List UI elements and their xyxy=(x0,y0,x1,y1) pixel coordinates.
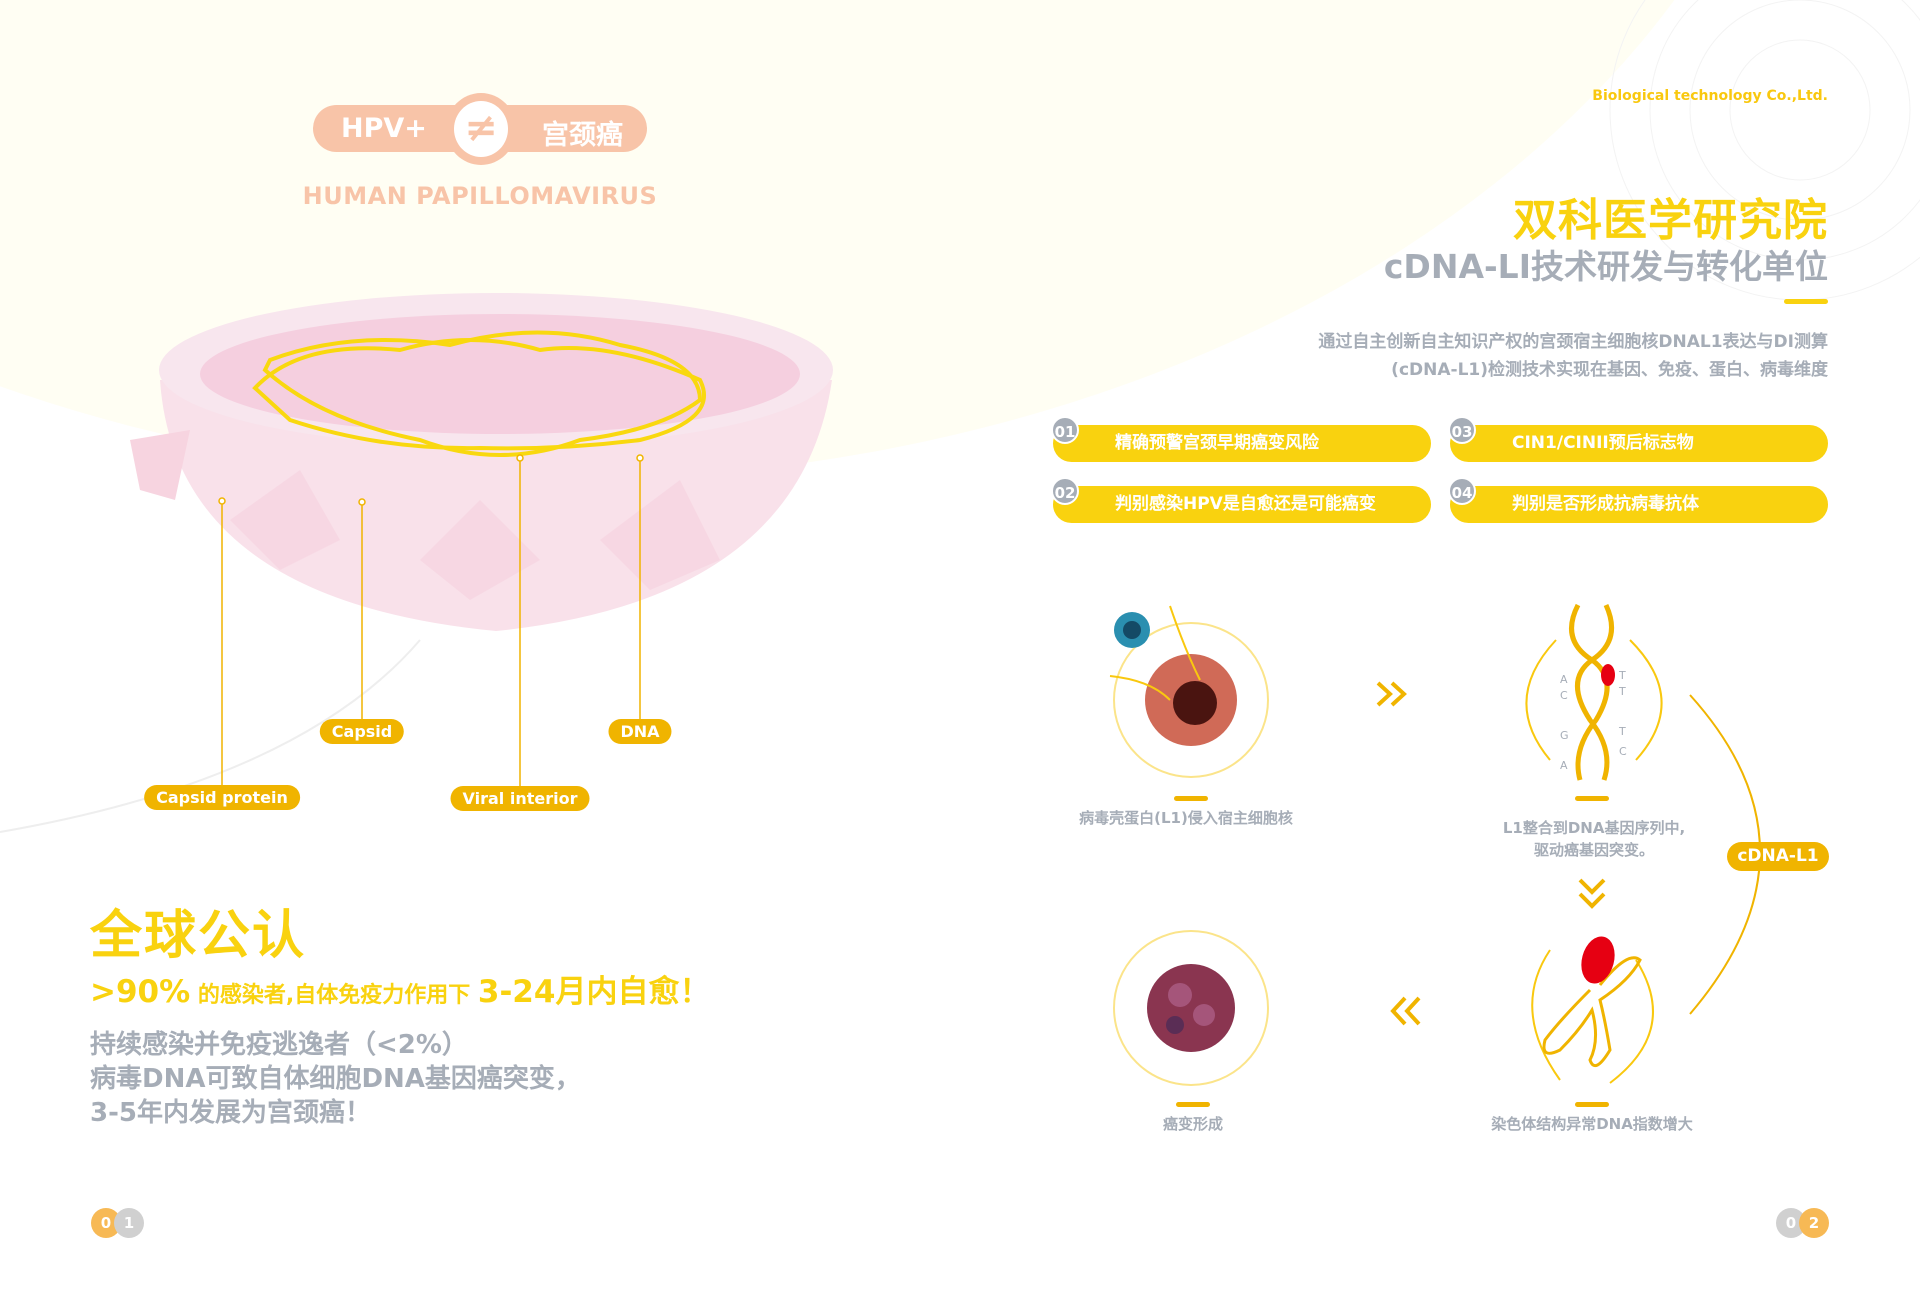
tumor-icon xyxy=(1147,964,1235,1052)
label-viral-interior: Viral interior xyxy=(450,786,590,811)
dna-bases-left: A C G A xyxy=(1560,673,1569,772)
feature-pill: 判别感染HPV是自愈还是可能癌变 xyxy=(1053,486,1431,523)
cervical-cancer-label: 宫颈癌 xyxy=(542,120,623,151)
stat-line: >90% 的感染者,自体免疫力作用下 3-24月内自愈！ xyxy=(90,966,710,1011)
dna-helix-icon xyxy=(1569,603,1615,781)
arrow-right-icon xyxy=(1376,681,1407,707)
institute-subtitle: cDNA-LI技术研发与转化单位 xyxy=(1383,247,1828,286)
step-caption-chromosome: 染色体结构异常DNA指数增大 xyxy=(1491,1115,1693,1133)
cdna-l1-badge: cDNA-L1 xyxy=(1727,842,1829,871)
caption-bar xyxy=(1575,796,1609,801)
stat-middle: 的感染者,自体免疫力作用下 xyxy=(190,983,478,1008)
body-line-3: 3-5年内发展为宫颈癌！ xyxy=(90,1098,371,1128)
body-line-1: 持续感染并免疫逃逸者（<2%） xyxy=(90,1030,468,1060)
label-capsid: Capsid xyxy=(319,719,405,744)
feature-number: 02 xyxy=(1051,477,1079,505)
arrow-left-icon xyxy=(1390,996,1421,1026)
feature-number: 01 xyxy=(1051,416,1079,444)
cell-circle xyxy=(1113,622,1269,778)
step-caption-integration: L1整合到DNA基因序列中, 驱动癌基因突变。 xyxy=(1502,819,1686,859)
tumor-circle xyxy=(1113,930,1269,1086)
body-line-2: 病毒DNA可致自体细胞DNA基因癌突变， xyxy=(90,1064,581,1094)
accent-bar xyxy=(1784,299,1828,304)
page-number-digit: 1 xyxy=(114,1208,144,1238)
label-leader-lines xyxy=(218,454,644,786)
arrow-down-icon xyxy=(1578,878,1606,909)
caption-bar xyxy=(1176,1102,1210,1107)
step-caption-infection: 病毒壳蛋白(L1)侵入宿主细胞核 xyxy=(1079,809,1293,827)
description-line-2: (cDNA-L1)检测技术实现在基因、免疫、蛋白、病毒维度 xyxy=(1391,360,1828,380)
not-equal-icon: ≠ xyxy=(446,93,516,165)
dna-bases-right: T T T C xyxy=(1619,669,1627,758)
chromosome-icon xyxy=(1542,956,1642,1068)
label-capsid-protein: Capsid protein xyxy=(144,785,300,810)
feature-number: 04 xyxy=(1448,477,1476,505)
hpv-label: HPV+ xyxy=(341,113,427,144)
virus-capsid-illustration xyxy=(130,293,833,631)
decorative-curve xyxy=(0,639,421,833)
step-caption-cancer: 癌变形成 xyxy=(1162,1115,1224,1133)
feature-pill: CIN1/CINII预后标志物 xyxy=(1450,425,1828,462)
stat-percent: >90% xyxy=(90,974,191,1010)
feature-number: 03 xyxy=(1448,416,1476,444)
company-name: Biological technology Co.,Ltd. xyxy=(1592,88,1828,104)
label-dna: DNA xyxy=(608,719,672,744)
institute-title: 双科医学研究院 xyxy=(1513,195,1828,246)
feature-pill: 精确预警宫颈早期癌变风险 xyxy=(1053,425,1431,462)
section-heading: 全球公认 xyxy=(90,906,307,966)
process-diagram xyxy=(1109,603,1761,1086)
stat-period: 3-24月内自愈！ xyxy=(477,974,711,1010)
description-line-1: 通过自主创新自主知识产权的宫颈宿主细胞核DNAL1表达与DI测算 xyxy=(1318,332,1828,352)
virus-icon xyxy=(1114,612,1150,648)
hpv-subtitle: HUMAN PAPILLOMAVIRUS xyxy=(302,182,658,210)
caption-bar xyxy=(1174,796,1208,801)
feature-pill: 判别是否形成抗病毒抗体 xyxy=(1450,486,1828,523)
page-number-digit: 2 xyxy=(1799,1208,1829,1238)
caption-bar xyxy=(1575,1102,1609,1107)
